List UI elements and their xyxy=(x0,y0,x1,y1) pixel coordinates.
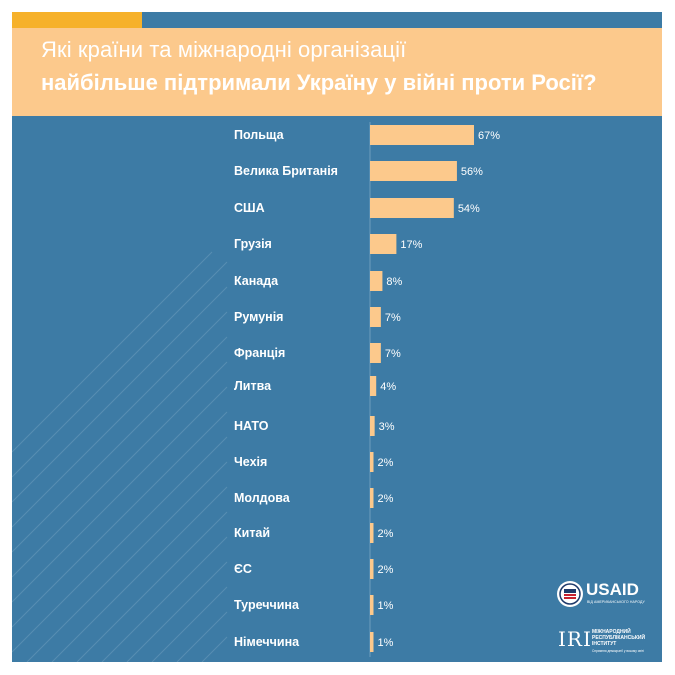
iri-wordmark: IRI xyxy=(558,627,592,651)
category-label: Румунія xyxy=(234,310,283,324)
usaid-subtitle: ВІД АМЕРИКАНСЬКОГО НАРОДУ xyxy=(587,600,645,604)
category-label: Німеччина xyxy=(234,635,300,649)
chart-title-line-2: найбільше підтримали Україну у війні про… xyxy=(41,70,597,95)
bar xyxy=(370,161,457,181)
bar-chart: Польща 67% Велика Британія 56% США 54% Грузія 1… xyxy=(234,122,500,657)
iri-logo: IRI МІЖНАРОДНИЙ РЕСПУБЛІКАНСЬКИЙ ІНСТИТУ… xyxy=(556,626,656,656)
iri-subtitle: Сприяння демократії у всьому світі xyxy=(592,649,644,653)
bar xyxy=(370,488,374,508)
bar xyxy=(370,595,374,615)
value-label: 17% xyxy=(400,239,422,251)
usaid-wordmark: USAID xyxy=(586,580,639,599)
iri-name: МІЖНАРОДНИЙ РЕСПУБЛІКАНСЬКИЙ ІНСТИТУТ xyxy=(592,629,646,647)
category-label: США xyxy=(234,201,265,215)
bar xyxy=(370,523,374,543)
value-label: 2% xyxy=(378,457,394,469)
value-label: 2% xyxy=(378,528,394,540)
value-label: 8% xyxy=(386,276,402,288)
bar xyxy=(370,559,374,579)
chart-title-line-1: Які країни та міжнародні організації xyxy=(41,37,407,62)
category-label: Велика Британія xyxy=(234,164,338,178)
bar xyxy=(370,343,381,363)
bar xyxy=(370,632,374,652)
category-label: Канада xyxy=(234,274,279,288)
category-label: Литва xyxy=(234,379,272,393)
bar xyxy=(370,234,397,254)
value-label: 1% xyxy=(378,637,394,649)
header-banner xyxy=(12,28,662,116)
category-label: Франція xyxy=(234,346,285,360)
category-label: Чехія xyxy=(234,455,267,469)
bar xyxy=(370,376,377,396)
bar xyxy=(370,452,374,472)
category-label: Китай xyxy=(234,526,270,540)
bar xyxy=(370,125,474,145)
bar xyxy=(370,198,454,218)
value-label: 3% xyxy=(379,421,395,433)
bar xyxy=(370,307,381,327)
value-label: 7% xyxy=(385,348,401,360)
usaid-seal-icon xyxy=(557,581,583,607)
category-label: Молдова xyxy=(234,491,291,505)
usaid-logo: USAID ВІД АМЕРИКАНСЬКОГО НАРОДУ xyxy=(556,580,656,610)
bar xyxy=(370,416,375,436)
value-label: 1% xyxy=(378,600,394,612)
infographic-frame: Які країни та міжнародні організації най… xyxy=(12,12,662,662)
bar xyxy=(370,271,383,291)
header-accent-strip xyxy=(12,12,142,28)
value-label: 7% xyxy=(385,312,401,324)
category-label: ЄС xyxy=(234,562,252,576)
category-label: Грузія xyxy=(234,237,272,251)
value-label: 54% xyxy=(458,203,480,215)
category-label: Туреччина xyxy=(234,598,300,612)
category-label: НАТО xyxy=(234,419,269,433)
value-label: 4% xyxy=(380,381,396,393)
value-label: 2% xyxy=(378,493,394,505)
category-label: Польща xyxy=(234,128,285,142)
value-label: 56% xyxy=(461,166,483,178)
value-label: 2% xyxy=(378,564,394,576)
value-label: 67% xyxy=(478,130,500,142)
